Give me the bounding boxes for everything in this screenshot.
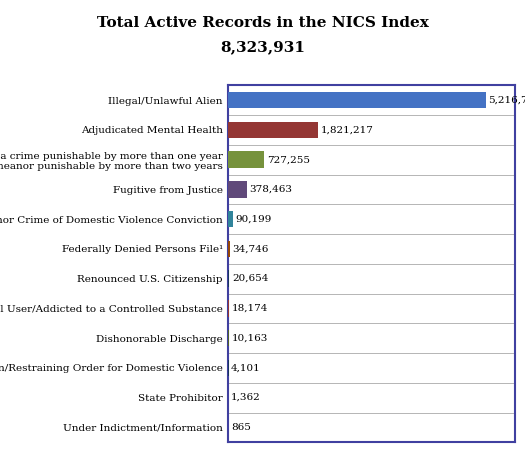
Bar	[228, 122, 318, 138]
Text: 865: 865	[231, 423, 251, 432]
Text: 378,463: 378,463	[249, 185, 292, 194]
Text: 727,255: 727,255	[267, 155, 310, 164]
Text: 18,174: 18,174	[232, 304, 268, 313]
Text: 34,746: 34,746	[233, 244, 269, 253]
Bar	[228, 181, 247, 198]
Bar	[228, 92, 486, 108]
Text: 8,323,931: 8,323,931	[220, 40, 305, 54]
Text: 1,821,217: 1,821,217	[321, 125, 374, 134]
Bar	[228, 241, 230, 257]
Text: 20,654: 20,654	[232, 274, 268, 283]
Bar	[228, 300, 229, 317]
Text: 10,163: 10,163	[232, 334, 268, 343]
Text: Total Active Records in the NICS Index: Total Active Records in the NICS Index	[97, 16, 428, 30]
Bar	[228, 270, 229, 287]
Text: 90,199: 90,199	[235, 215, 271, 224]
Text: 1,362: 1,362	[231, 393, 260, 402]
Text: 5,216,732: 5,216,732	[488, 96, 525, 105]
Bar	[228, 151, 264, 168]
Bar	[228, 211, 233, 227]
Text: 4,101: 4,101	[231, 363, 261, 372]
